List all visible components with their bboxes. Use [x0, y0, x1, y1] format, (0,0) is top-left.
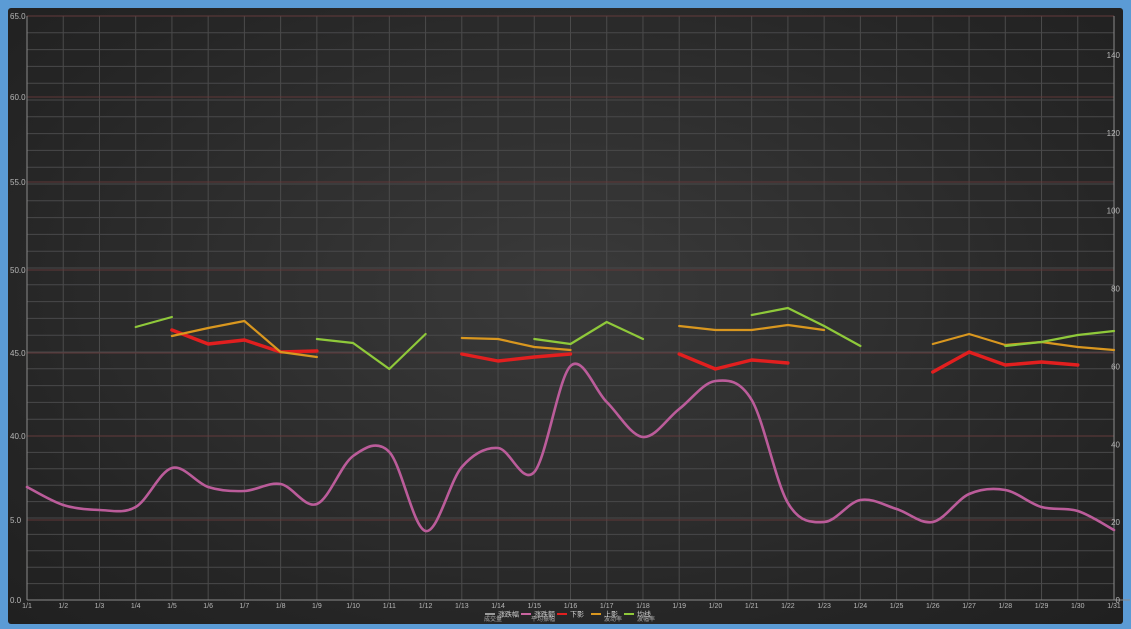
svg-text:涨跌幅: 涨跌幅: [498, 610, 519, 619]
svg-text:1/24: 1/24: [854, 603, 868, 610]
svg-text:1/8: 1/8: [276, 603, 286, 610]
svg-text:1/26: 1/26: [926, 603, 940, 610]
svg-text:1/13: 1/13: [455, 603, 469, 610]
svg-text:1/31: 1/31: [1107, 603, 1121, 610]
svg-text:1/4: 1/4: [131, 603, 141, 610]
svg-text:1/9: 1/9: [312, 603, 322, 610]
svg-text:20: 20: [1111, 518, 1120, 527]
svg-text:100: 100: [1107, 207, 1121, 216]
svg-text:60: 60: [1111, 362, 1120, 371]
svg-text:1/6: 1/6: [203, 603, 213, 610]
svg-text:1/5: 1/5: [167, 603, 177, 610]
svg-text:45.0: 45.0: [10, 349, 26, 358]
svg-text:1/16: 1/16: [564, 603, 578, 610]
svg-text:1/20: 1/20: [709, 603, 723, 610]
svg-text:1/25: 1/25: [890, 603, 904, 610]
svg-text:50.0: 50.0: [10, 266, 26, 275]
svg-text:下影: 下影: [570, 610, 584, 619]
svg-text:60.0: 60.0: [10, 93, 26, 102]
svg-text:均线: 均线: [637, 610, 651, 619]
svg-text:涨跌额: 涨跌额: [534, 610, 555, 619]
svg-text:1/14: 1/14: [491, 603, 505, 610]
svg-text:1/15: 1/15: [527, 603, 541, 610]
svg-text:1/12: 1/12: [419, 603, 433, 610]
svg-text:1/3: 1/3: [95, 603, 105, 610]
svg-text:1/21: 1/21: [745, 603, 759, 610]
svg-text:1/19: 1/19: [672, 603, 686, 610]
svg-text:140: 140: [1107, 51, 1121, 60]
svg-text:1/10: 1/10: [346, 603, 360, 610]
svg-text:40: 40: [1111, 440, 1120, 449]
svg-text:55.0: 55.0: [10, 178, 26, 187]
svg-text:80: 80: [1111, 285, 1120, 294]
svg-text:5.0: 5.0: [10, 516, 22, 525]
svg-text:1/27: 1/27: [962, 603, 976, 610]
svg-text:1/30: 1/30: [1071, 603, 1085, 610]
svg-text:0.0: 0.0: [10, 596, 22, 605]
svg-text:1/18: 1/18: [636, 603, 650, 610]
svg-text:65.0: 65.0: [10, 12, 26, 21]
svg-text:1/7: 1/7: [240, 603, 250, 610]
svg-text:1/29: 1/29: [1035, 603, 1049, 610]
svg-text:1/22: 1/22: [781, 603, 795, 610]
svg-text:上影: 上影: [604, 610, 618, 619]
svg-text:1/23: 1/23: [817, 603, 831, 610]
svg-text:1/2: 1/2: [58, 603, 68, 610]
svg-text:120: 120: [1107, 129, 1121, 138]
svg-text:1/17: 1/17: [600, 603, 614, 610]
svg-text:1/28: 1/28: [998, 603, 1012, 610]
svg-text:40.0: 40.0: [10, 432, 26, 441]
svg-text:1/1: 1/1: [22, 603, 32, 610]
svg-text:1/11: 1/11: [383, 603, 396, 610]
